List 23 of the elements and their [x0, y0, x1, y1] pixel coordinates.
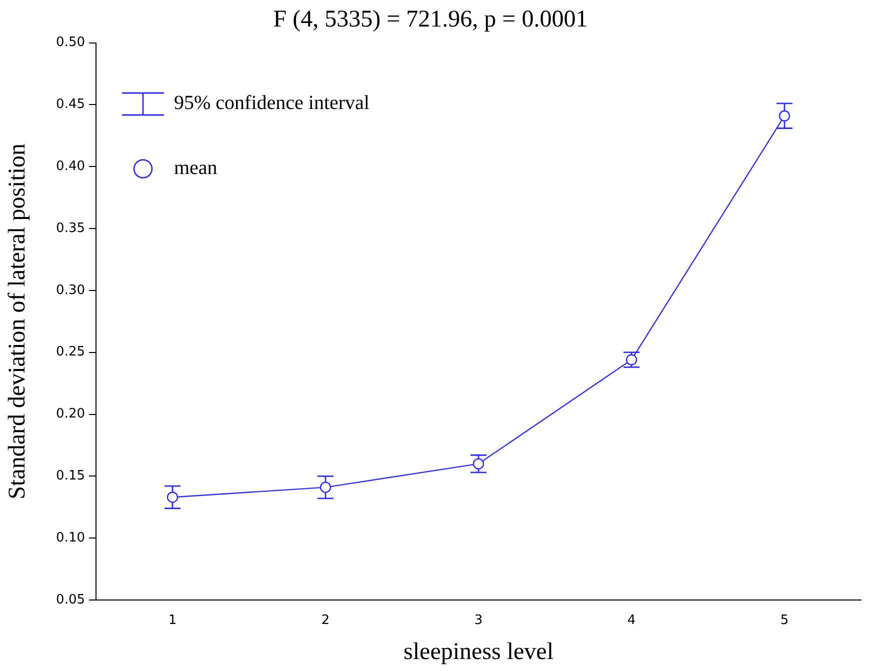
y-tick-label: 0.10 — [56, 530, 85, 546]
x-tick-label: 3 — [474, 613, 483, 628]
y-tick-label: 0.15 — [56, 468, 85, 484]
y-tick-label: 0.30 — [56, 282, 85, 298]
legend-label: mean — [174, 157, 218, 180]
y-tick-label: 0.20 — [56, 406, 85, 422]
x-tick-label: 1 — [168, 613, 177, 628]
point — [320, 482, 332, 493]
point — [778, 110, 790, 122]
y-tick-label: 0.50 — [56, 35, 85, 50]
y-tick-label: 0.40 — [56, 158, 85, 174]
x-axis-title: sleepiness level — [404, 638, 554, 665]
y-tick-label: 0.35 — [56, 220, 85, 236]
y-tick-label: 0.45 — [56, 97, 85, 112]
x-tick-label: 4 — [627, 613, 636, 628]
x-tick-label: 5 — [780, 613, 789, 628]
chart-title: F (4, 5335) = 721.96, p = 0.0001 — [273, 6, 588, 33]
y-axis-title: Standard deviation of lateral position — [4, 143, 31, 500]
point — [166, 492, 178, 503]
y-tick-label: 0.25 — [56, 344, 85, 360]
y-tick-label: 0.05 — [56, 592, 85, 608]
annotation: 95% confidence interval — [174, 92, 370, 114]
x-tick-label: 2 — [321, 613, 330, 628]
